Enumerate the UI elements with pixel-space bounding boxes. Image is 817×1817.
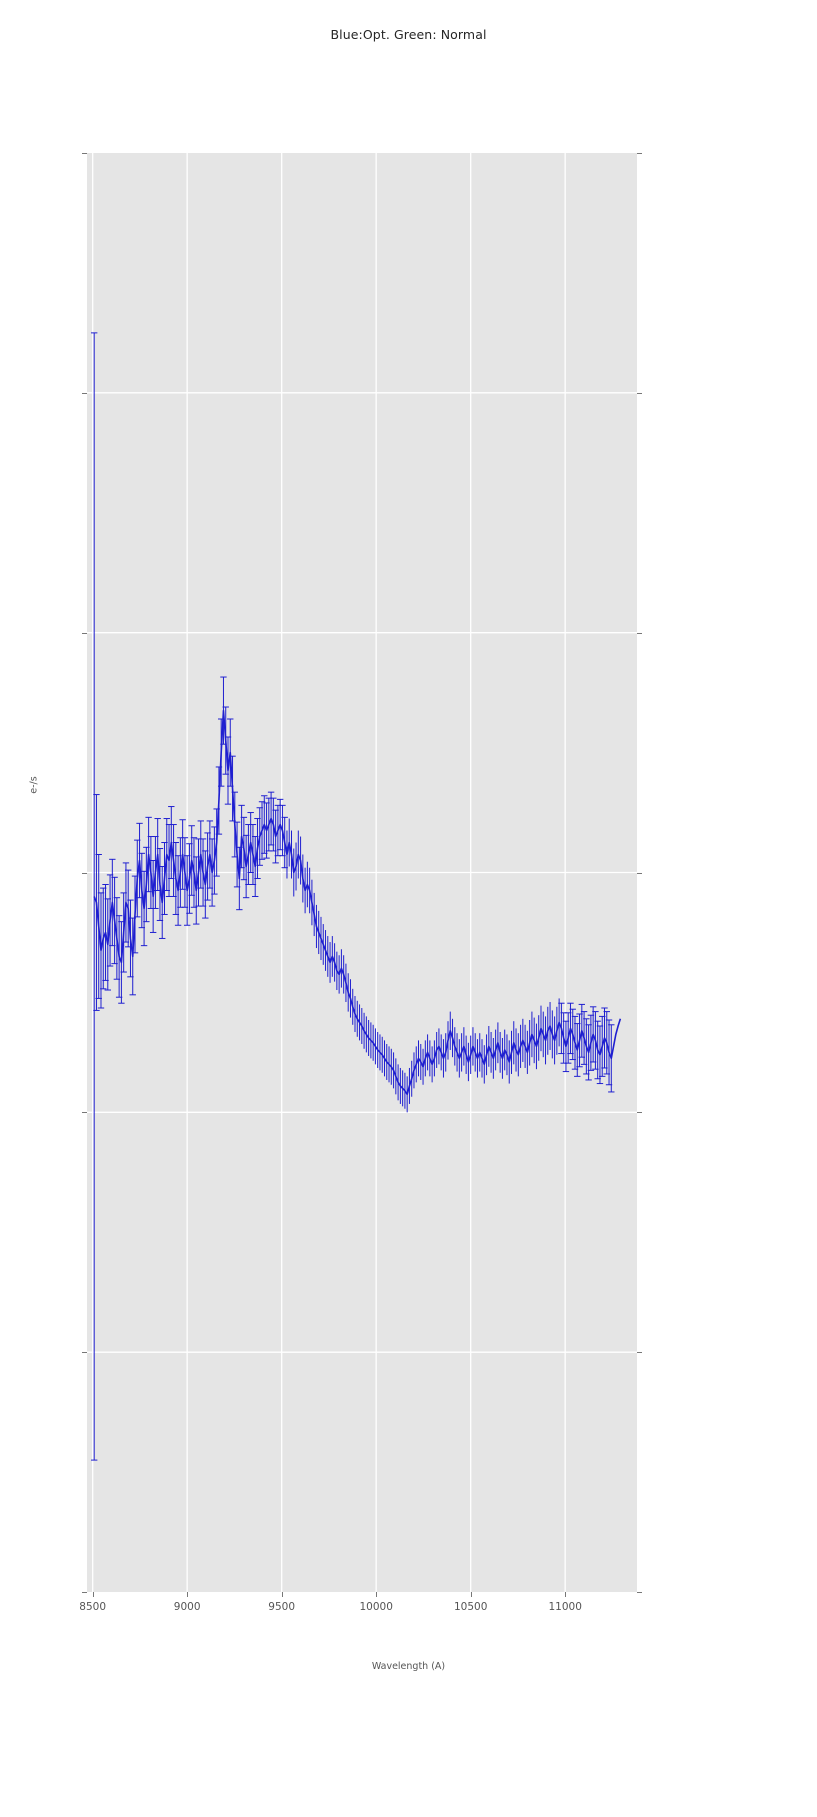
x-axis-label: Wavelength (A) — [371, 1661, 446, 1672]
y-tick-mark-right — [637, 393, 642, 394]
chart-title: Blue:Opt. Green: Normal — [330, 27, 487, 42]
y-tick-mark — [82, 873, 87, 874]
y-tick-mark — [82, 1592, 87, 1593]
x-tick-mark — [471, 1592, 472, 1597]
y-tick-mark — [82, 393, 87, 394]
y-tick-mark — [82, 1352, 87, 1353]
x-tick-mark — [93, 1592, 94, 1597]
y-tick-mark-right — [637, 153, 642, 154]
y-tick-mark-right — [637, 1592, 642, 1593]
y-tick-mark-right — [637, 1112, 642, 1113]
x-tick-label: 10000 — [359, 1601, 393, 1613]
x-tick-mark — [376, 1592, 377, 1597]
x-tick-label: 11000 — [548, 1601, 582, 1613]
y-tick-mark-right — [637, 633, 642, 634]
y-tick-mark — [82, 1112, 87, 1113]
data-series-errorbars — [90, 332, 622, 1461]
x-tick-label: 8500 — [79, 1601, 107, 1613]
y-tick-labels: −0.4−0.20.00.20.40.60.8 — [0, 0, 642, 1817]
x-tick-mark — [565, 1592, 566, 1597]
x-tick-mark — [282, 1592, 283, 1597]
y-tick-mark-right — [637, 873, 642, 874]
plot-area — [87, 153, 637, 1592]
gridlines — [87, 153, 637, 1592]
y-tick-mark — [82, 153, 87, 154]
y-tick-mark-right — [637, 1352, 642, 1353]
x-tick-label: 9500 — [268, 1601, 296, 1613]
y-tick-mark — [82, 633, 87, 634]
x-tick-label: 10500 — [453, 1601, 488, 1613]
x-tick-label: 9000 — [173, 1601, 201, 1613]
x-tick-mark — [187, 1592, 188, 1597]
